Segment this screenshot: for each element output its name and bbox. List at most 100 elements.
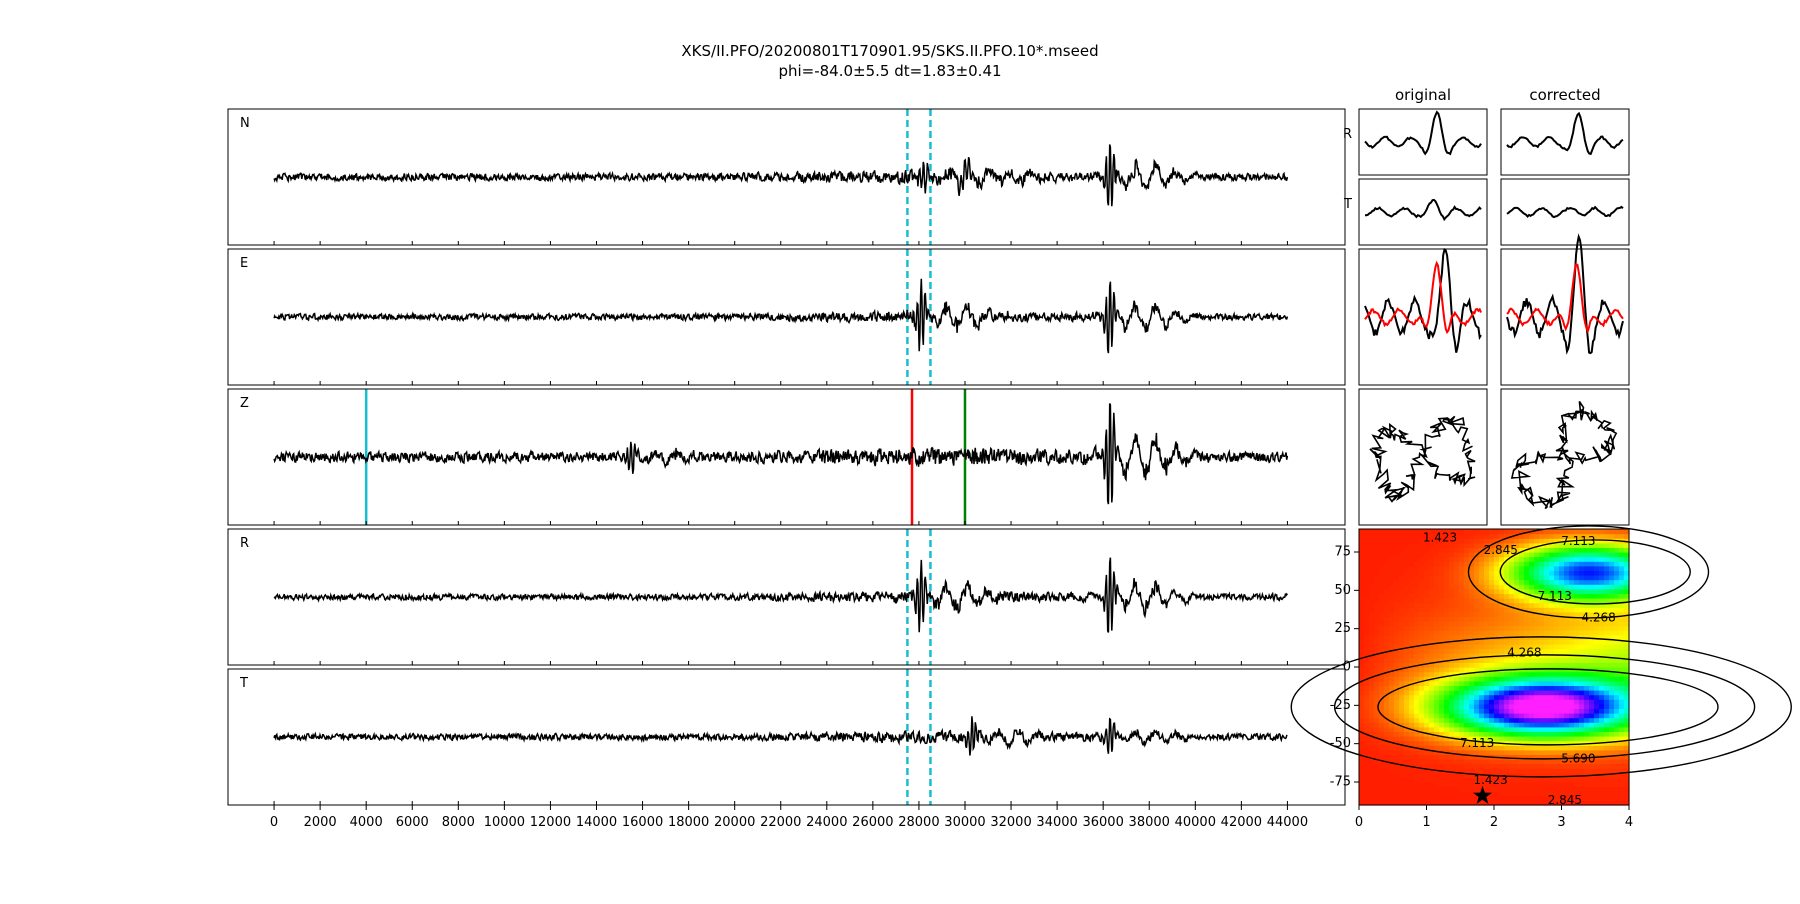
grid-cell: [1524, 630, 1530, 636]
grid-cell: [1369, 630, 1375, 636]
grid-cell: [1439, 625, 1445, 631]
grid-cell: [1409, 676, 1415, 682]
grid-cell: [1549, 584, 1555, 590]
grid-cell: [1574, 680, 1580, 686]
grid-cell: [1364, 598, 1370, 604]
grid-cell: [1404, 749, 1410, 755]
grid-cell: [1369, 713, 1375, 719]
grid-cell: [1419, 722, 1425, 728]
grid-cell: [1594, 777, 1600, 783]
grid-cell: [1554, 690, 1560, 696]
grid-cell: [1459, 611, 1465, 617]
grid-cell: [1369, 722, 1375, 728]
grid-cell: [1534, 538, 1540, 544]
grid-cell: [1534, 621, 1540, 627]
grid-cell: [1574, 542, 1580, 548]
grid-cell: [1409, 556, 1415, 562]
grid-cell: [1529, 685, 1535, 691]
grid-cell: [1544, 625, 1550, 631]
grid-cell: [1594, 588, 1600, 594]
trace-t: [273, 716, 1288, 756]
grid-cell: [1434, 690, 1440, 696]
grid-cell: [1574, 694, 1580, 700]
grid-cell: [1574, 607, 1580, 613]
grid-cell: [1624, 602, 1630, 608]
grid-cell: [1564, 639, 1570, 645]
grid-cell: [1419, 763, 1425, 769]
grid-cell: [1609, 685, 1615, 691]
grid-cell: [1614, 598, 1620, 604]
grid-cell: [1359, 745, 1365, 751]
grid-cell: [1624, 552, 1630, 558]
grid-cell: [1384, 653, 1390, 659]
grid-cell: [1359, 795, 1365, 801]
grid-cell: [1374, 782, 1380, 788]
grid-cell: [1539, 671, 1545, 677]
grid-cell: [1504, 694, 1510, 700]
grid-cell: [1524, 671, 1530, 677]
grid-cell: [1464, 736, 1470, 742]
grid-cell: [1504, 749, 1510, 755]
grid-cell: [1614, 791, 1620, 797]
grid-cell: [1569, 694, 1575, 700]
grid-cell: [1429, 639, 1435, 645]
grid-cell: [1619, 533, 1625, 539]
grid-cell: [1364, 736, 1370, 742]
trace-n: [273, 144, 1289, 207]
grid-cell: [1449, 570, 1455, 576]
grid-cell: [1559, 529, 1565, 535]
grid-cell: [1539, 731, 1545, 737]
grid-cell: [1409, 584, 1415, 590]
grid-cell: [1519, 598, 1525, 604]
grid-cell: [1544, 759, 1550, 765]
grid-cell: [1454, 565, 1460, 571]
grid-cell: [1414, 795, 1420, 801]
grid-cell: [1604, 731, 1610, 737]
grid-cell: [1509, 800, 1515, 806]
grid-cell: [1464, 690, 1470, 696]
grid-cell: [1569, 533, 1575, 539]
grid-cell: [1574, 565, 1580, 571]
grid-cell: [1419, 731, 1425, 737]
grid-cell: [1489, 667, 1495, 673]
grid-cell: [1359, 588, 1365, 594]
grid-cell: [1359, 533, 1365, 539]
grid-cell: [1554, 795, 1560, 801]
grid-cell: [1509, 542, 1515, 548]
grid-cell: [1479, 800, 1485, 806]
grid-cell: [1384, 680, 1390, 686]
grid-cell: [1444, 713, 1450, 719]
grid-cell: [1399, 565, 1405, 571]
grid-cell: [1359, 791, 1365, 797]
grid-cell: [1409, 639, 1415, 645]
grid-cell: [1459, 722, 1465, 728]
grid-cell: [1499, 542, 1505, 548]
grid-cell: [1544, 772, 1550, 778]
grid-cell: [1364, 547, 1370, 553]
grid-cell: [1394, 795, 1400, 801]
grid-cell: [1619, 579, 1625, 585]
grid-cell: [1439, 662, 1445, 668]
grid-cell: [1534, 736, 1540, 742]
grid-cell: [1534, 772, 1540, 778]
grid-cell: [1579, 575, 1585, 581]
grid-cell: [1399, 662, 1405, 668]
grid-cell: [1414, 593, 1420, 599]
grid-cell: [1509, 616, 1515, 622]
grid-cell: [1569, 749, 1575, 755]
grid-cell: [1479, 561, 1485, 567]
grid-cell: [1519, 745, 1525, 751]
grid-cell: [1594, 768, 1600, 774]
grid-cell: [1549, 717, 1555, 723]
grid-cell: [1564, 607, 1570, 613]
grid-cell: [1474, 662, 1480, 668]
grid-cell: [1524, 588, 1530, 594]
grid-cell: [1609, 644, 1615, 650]
grid-cell: [1484, 667, 1490, 673]
grid-cell: [1604, 547, 1610, 553]
grid-cell: [1524, 542, 1530, 548]
grid-cell: [1564, 565, 1570, 571]
grid-cell: [1409, 782, 1415, 788]
grid-cell: [1389, 533, 1395, 539]
grid-cell: [1444, 772, 1450, 778]
